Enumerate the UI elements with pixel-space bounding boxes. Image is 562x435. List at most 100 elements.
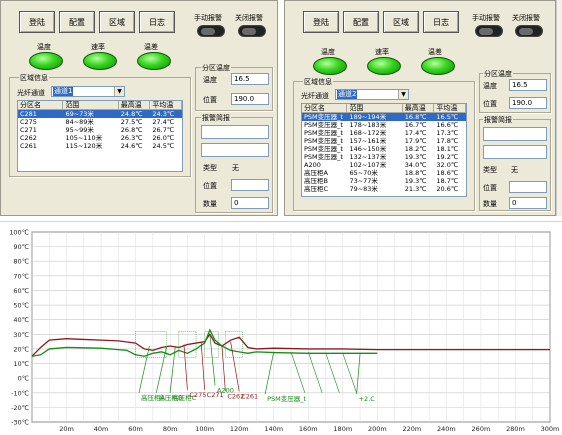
- chevron-down-icon[interactable]: ▼: [114, 87, 124, 96]
- config-button[interactable]: 配置: [343, 11, 379, 33]
- manual-alarm-toggle[interactable]: [197, 25, 225, 37]
- channel-label: 光纤通道: [301, 92, 329, 100]
- log-button[interactable]: 日志: [139, 11, 175, 33]
- cell-max: 16.8℃: [404, 113, 427, 121]
- vertical-scrollbar[interactable]: [556, 0, 562, 216]
- cell-name: PSM变压器_t: [304, 153, 343, 161]
- annotation-leader: [169, 345, 176, 393]
- manual-alarm-label: 手动报警: [472, 14, 500, 22]
- cell-max: 17.4℃: [404, 129, 427, 137]
- count-field[interactable]: 0: [509, 197, 547, 209]
- zone-button[interactable]: 区域: [383, 11, 419, 33]
- list-item[interactable]: PSM变压器_t 157~161米 17.9℃ 17.8℃: [302, 137, 466, 145]
- series-line: [31, 328, 378, 357]
- list-item[interactable]: C262 105~110米 26.3℃ 26.0℃: [18, 134, 182, 142]
- list-item[interactable]: C271 95~99米 26.8℃ 26.7℃: [18, 126, 182, 134]
- list-item[interactable]: 高压柜B 73~77米 19.3℃ 18.7℃: [302, 177, 466, 185]
- cell-range: 65~70米: [349, 169, 378, 177]
- cell-avg: 24.5℃: [152, 142, 175, 150]
- config-button[interactable]: 配置: [59, 11, 95, 33]
- x-tick-label: 180m: [333, 425, 352, 433]
- column-avg[interactable]: 平均温: [150, 101, 182, 109]
- temp-field[interactable]: 16.5: [509, 79, 547, 91]
- list-item[interactable]: PSM变压器_t 132~137米 19.3℃ 19.2℃: [302, 153, 466, 161]
- login-button[interactable]: 登陆: [303, 11, 339, 33]
- list-item[interactable]: C275 84~89米 27.5℃ 27.4℃: [18, 118, 182, 126]
- close-alarm-toggle[interactable]: [515, 25, 543, 37]
- list-item[interactable]: PSM变压器_t 178~183米 16.7℃ 16.6℃: [302, 121, 466, 129]
- list-item[interactable]: PSM变压器_t 146~150米 18.2℃ 18.1℃: [302, 145, 466, 153]
- toggle-knob-icon: [242, 27, 256, 35]
- cell-name: C271: [20, 126, 37, 134]
- cell-name: C275: [20, 118, 37, 126]
- y-tick-label: 60℃: [13, 287, 29, 295]
- list-item[interactable]: 高压柜A 65~70米 18.8℃ 18.6℃: [302, 169, 466, 177]
- temperature-chart: 100℃ 90℃ 80℃ 70℃ 60℃ 50℃ 40℃ 30℃ 20℃ 10℃ 0℃ -10℃ -20…: [0, 221, 562, 435]
- pos-label: 位置: [203, 96, 217, 104]
- login-button[interactable]: 登陆: [19, 11, 55, 33]
- annotation-label: 高压柜C: [172, 393, 197, 402]
- close-alarm-toggle[interactable]: [238, 25, 266, 37]
- cell-max: 18.2℃: [404, 145, 427, 153]
- count-field[interactable]: 0: [231, 197, 269, 209]
- zone-list-header: 分区名 范围 最高温 平均温: [18, 101, 182, 110]
- cell-max: 26.8℃: [120, 126, 143, 134]
- cell-name: C262: [20, 134, 37, 142]
- log-button[interactable]: 日志: [423, 11, 459, 33]
- temp-field[interactable]: 16.5: [231, 73, 269, 85]
- cell-max: 21.3℃: [404, 185, 427, 193]
- manual-alarm-toggle[interactable]: [475, 25, 503, 37]
- cell-max: 19.3℃: [404, 153, 427, 161]
- list-item[interactable]: PSM变压器_t 168~172米 17.4℃ 17.3℃: [302, 129, 466, 137]
- y-tick-label: 10℃: [13, 360, 29, 368]
- x-tick-label: 160m: [299, 425, 318, 433]
- right-channel-panel: 登陆 配置 区域 日志 手动报警 关闭报警 温度 速率 温差 区域信息 光纤通道…: [284, 0, 556, 216]
- column-range[interactable]: 范围: [63, 101, 119, 109]
- column-max[interactable]: 最高温: [403, 104, 435, 112]
- zone-list[interactable]: 分区名 范围 最高温 平均温 PSM变压器_t 189~194米 16.8℃ 16.5…: [301, 103, 467, 197]
- cell-name: 高压柜A: [304, 169, 328, 177]
- alarm-text-1[interactable]: [483, 127, 547, 141]
- cell-name: PSM变压器_t: [304, 129, 343, 137]
- column-name[interactable]: 分区名: [18, 101, 64, 109]
- column-range[interactable]: 范围: [347, 104, 403, 112]
- x-tick-label: 200m: [368, 425, 387, 433]
- channel-select[interactable]: 通道1 ▼: [51, 86, 125, 97]
- list-item[interactable]: A200 102~107米 34.0℃ 32.0℃: [302, 161, 466, 169]
- alarm-text-2[interactable]: [483, 145, 547, 159]
- column-name[interactable]: 分区名: [302, 104, 348, 112]
- cell-range: 105~110米: [65, 134, 103, 142]
- alarm-brief-title: 报警简报: [201, 113, 231, 123]
- cell-range: 84~89米: [65, 118, 94, 126]
- alarm-text-1[interactable]: [201, 125, 269, 139]
- cell-max: 24.6℃: [120, 142, 143, 150]
- x-tick-label: 40m: [94, 425, 109, 433]
- manual-alarm-label: 手动报警: [194, 14, 222, 22]
- list-item[interactable]: C261 115~120米 24.6℃ 24.5℃: [18, 142, 182, 150]
- list-item[interactable]: PSM变压器_t 189~194米 16.8℃ 16.5℃: [302, 113, 466, 121]
- pos-field[interactable]: 190.0: [509, 97, 547, 109]
- zone-button[interactable]: 区域: [99, 11, 135, 33]
- toggle-knob-icon: [519, 27, 533, 35]
- y-tick-label: 70℃: [13, 272, 29, 280]
- temp-led-icon: [29, 52, 63, 70]
- temperature-chart-svg: 100℃ 90℃ 80℃ 70℃ 60℃ 50℃ 40℃ 30℃ 20℃ 10℃ 0℃ -10℃ -20…: [9, 229, 559, 434]
- close-alarm-label: 关闭报警: [512, 14, 540, 22]
- cell-max: 27.5℃: [120, 118, 143, 126]
- chevron-down-icon[interactable]: ▼: [398, 90, 408, 99]
- count-label: 数量: [483, 200, 497, 208]
- cell-avg: 18.1℃: [436, 145, 459, 153]
- pos2-field[interactable]: [509, 181, 547, 193]
- cell-avg: 32.0℃: [436, 161, 459, 169]
- x-tick-label: 280m: [506, 425, 525, 433]
- list-item[interactable]: 高压柜C 79~83米 21.3℃ 20.6℃: [302, 185, 466, 193]
- zone-list[interactable]: 分区名 范围 最高温 平均温 C281 69~73米 24.8℃ 24.3℃ C275 8…: [17, 100, 183, 172]
- column-max[interactable]: 最高温: [119, 101, 151, 109]
- pos-field[interactable]: 190.0: [231, 93, 269, 105]
- column-avg[interactable]: 平均温: [434, 104, 466, 112]
- list-item[interactable]: C281 69~73米 24.8℃ 24.3℃: [18, 110, 182, 118]
- alarm-text-2[interactable]: [201, 143, 269, 157]
- channel-select[interactable]: 通道2 ▼: [335, 89, 409, 100]
- x-tick-label: 260m: [472, 425, 491, 433]
- pos2-field[interactable]: [231, 179, 269, 191]
